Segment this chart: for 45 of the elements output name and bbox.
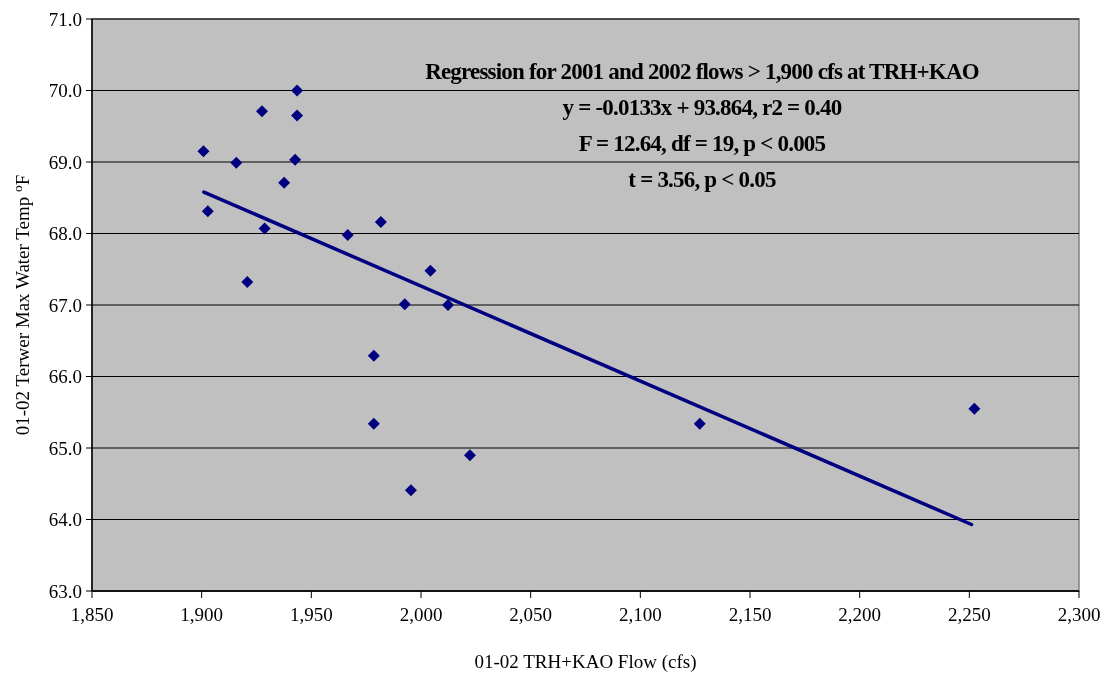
point (374, 216, 387, 229)
point (289, 153, 302, 166)
point (291, 84, 304, 97)
point (398, 298, 411, 311)
x-tick-label: 2,100 (618, 604, 662, 625)
point (968, 402, 981, 415)
annotation: t = 3.56, p < 0.05 (628, 167, 776, 192)
annotation: F = 12.64, df = 19, p < 0.005 (578, 131, 826, 156)
x-axis-title: 01-02 TRH+KAO Flow (cfs) (474, 651, 697, 673)
point (278, 176, 291, 189)
point (463, 449, 476, 462)
point (441, 299, 454, 311)
y-tick-label: 67.0 (48, 294, 82, 316)
annotation: Regression for 2001 and 2002 flows > 1,900 cfs at TRH+KAO (425, 59, 979, 84)
point (424, 264, 437, 277)
y-tick-label: 65.0 (48, 437, 82, 459)
x-tick-label: 2,150 (728, 604, 772, 625)
point (197, 145, 210, 158)
point (367, 349, 380, 362)
y-tick-label: 66.0 (48, 366, 82, 388)
point (255, 105, 268, 118)
x-tick-label: 2,200 (838, 604, 882, 625)
point (241, 276, 254, 289)
point (404, 484, 417, 497)
x-tick-label: 1,950 (289, 604, 333, 625)
y-tick-label: 64.0 (48, 509, 82, 531)
x-tick-label: 2,300 (1057, 604, 1101, 625)
y-tick-label: 63.0 (48, 580, 82, 602)
point (341, 228, 354, 241)
point (258, 222, 271, 235)
x-tick-label: 1,850 (70, 604, 114, 625)
x-tick-label: 2,050 (509, 604, 553, 625)
y-tick-label: 70.0 (48, 80, 82, 102)
x-tick-label: 1,900 (180, 604, 224, 625)
y-tick-label: 71.0 (48, 8, 82, 30)
point (291, 109, 304, 122)
point (201, 205, 214, 218)
x-tick-label: 2,250 (947, 604, 991, 625)
y-tick-label: 69.0 (48, 151, 82, 173)
point (367, 417, 380, 430)
point (693, 417, 706, 430)
x-tick-label: 2,000 (399, 604, 443, 625)
y-tick-label: 68.0 (48, 223, 82, 245)
point (230, 156, 243, 169)
annotation: y = -0.0133x + 93.864, r2 = 0.40 (562, 95, 842, 120)
